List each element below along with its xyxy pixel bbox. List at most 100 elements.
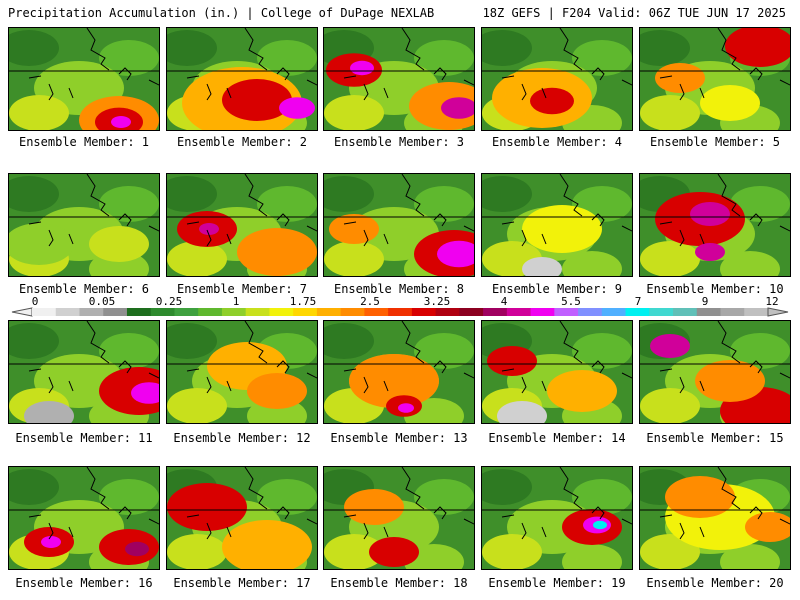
precip-contour (41, 536, 61, 548)
colorbar-segment (506, 308, 531, 316)
colorbar-segment (625, 308, 650, 316)
ensemble-member-label: Ensemble Member: 8 (333, 282, 465, 296)
precipitation-map-image (9, 467, 159, 569)
ensemble-member-label: Ensemble Member: 12 (173, 431, 311, 445)
colorbar-segment (483, 308, 508, 316)
precip-contour (437, 240, 474, 268)
precip-contour (99, 40, 159, 76)
ensemble-member-label: Ensemble Member: 7 (176, 282, 308, 296)
colorbar-segment (744, 308, 769, 316)
precip-contour (9, 30, 59, 66)
colorbar-tick-label: 5.5 (561, 296, 581, 308)
precip-contour (398, 403, 414, 413)
precip-contour (530, 87, 574, 115)
colorbar-tick-label: 9 (702, 296, 709, 308)
precip-contour (482, 469, 532, 505)
ensemble-member-map (8, 320, 160, 424)
precipitation-map-image (482, 467, 632, 569)
colorbar-segment (411, 308, 437, 316)
precipitation-map-image (167, 174, 317, 276)
precip-contour (257, 479, 317, 515)
colorbar-segment (578, 308, 603, 316)
precip-contour (562, 544, 622, 569)
coastline-outline (659, 28, 790, 101)
ensemble-member-map (323, 320, 475, 424)
precip-contour (257, 40, 317, 76)
colorbar-tick-label: 12 (765, 296, 778, 308)
ensemble-member-label: Ensemble Member: 3 (333, 135, 465, 149)
precip-contour (572, 479, 632, 515)
precipitation-map-image (324, 467, 474, 569)
precip-contour (222, 520, 312, 569)
colorbar-segment (601, 308, 626, 316)
precip-contour (111, 116, 131, 128)
precip-contour (167, 323, 217, 359)
colorbar-segment (32, 308, 57, 316)
colorbar-segment (126, 308, 152, 316)
precip-contour (650, 334, 690, 358)
precipitation-map-image (324, 28, 474, 130)
colorbar-tick-label: 7 (635, 296, 642, 308)
precip-contour (324, 241, 384, 276)
coastline-outline (501, 174, 632, 247)
precipitation-map-image (324, 174, 474, 276)
colorbar-segment (673, 308, 698, 316)
precip-contour (640, 241, 700, 276)
precip-contour (593, 520, 607, 530)
precip-contour (695, 360, 765, 402)
coastline-outline (28, 28, 159, 101)
colorbar-segment (269, 308, 294, 316)
ensemble-member-label: Ensemble Member: 11 (15, 431, 153, 445)
coastline-outline (343, 321, 474, 394)
map-title: Precipitation Accumulation (in.) | Colle… (8, 6, 435, 20)
colorbar-tick-label: 0 (32, 296, 39, 308)
coastline-outline (343, 467, 474, 540)
precip-contour (482, 30, 532, 66)
precip-contour (131, 382, 159, 404)
precip-contour (730, 333, 790, 369)
precipitation-map-image (9, 28, 159, 130)
coastline-outline (659, 174, 790, 247)
ensemble-member-map (8, 173, 160, 277)
precipitation-map-image (482, 174, 632, 276)
colorbar-tick-label: 3.25 (424, 296, 451, 308)
precip-contour (730, 186, 790, 222)
precip-contour (572, 40, 632, 76)
precip-contour (9, 323, 59, 359)
precip-contour (349, 354, 439, 408)
precip-contour (9, 469, 59, 505)
coastline-outline (501, 467, 632, 540)
precip-contour (441, 97, 474, 119)
precipitation-map-image (640, 467, 790, 569)
precip-contour (522, 257, 562, 276)
coastline-outline (501, 321, 632, 394)
precipitation-map-image (640, 321, 790, 423)
precip-contour (690, 202, 730, 226)
colorbar-tick-label: 4 (501, 296, 508, 308)
colorbar-segment (459, 308, 484, 316)
precip-contour (695, 243, 725, 261)
ensemble-member-map (323, 466, 475, 570)
precipitation-map-image (482, 321, 632, 423)
colorbar-segment (696, 308, 721, 316)
coastline-outline (28, 467, 159, 540)
ensemble-member-map (639, 320, 791, 424)
ensemble-member-label: Ensemble Member: 20 (646, 576, 784, 590)
ensemble-member-map (481, 173, 633, 277)
precip-contour (222, 79, 292, 121)
ensemble-member-map (8, 27, 160, 131)
precip-contour (167, 30, 217, 66)
precip-contour (167, 241, 227, 276)
colorbar-segment (554, 308, 579, 316)
colorbar-segment (103, 308, 128, 316)
ensemble-member-map (639, 173, 791, 277)
precip-contour (167, 176, 217, 212)
ensemble-member-label: Ensemble Member: 15 (646, 431, 784, 445)
precip-contour (640, 30, 690, 66)
precip-contour (99, 479, 159, 515)
colorbar-segment (174, 308, 199, 316)
precipitation-map-image (324, 321, 474, 423)
precip-contour (414, 186, 474, 222)
ensemble-member-label: Ensemble Member: 5 (649, 135, 781, 149)
precip-contour (9, 95, 69, 130)
